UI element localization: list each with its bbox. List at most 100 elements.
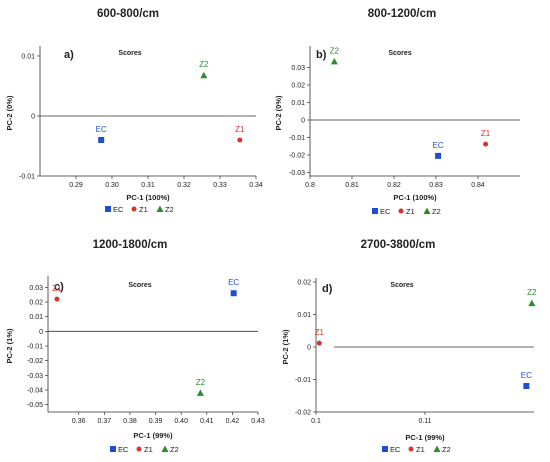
y-axis-label: PC-2 (0%) — [5, 95, 14, 131]
data-point-z1 — [316, 340, 322, 346]
legend-label-ec: EC — [390, 445, 401, 454]
x-tick-label: 0.11 — [418, 418, 431, 425]
x-tick-label: 0.38 — [123, 418, 137, 425]
data-point-z1 — [54, 296, 60, 302]
y-tick-label: -0.01 — [295, 377, 311, 384]
plot-title: Scores — [390, 282, 413, 289]
scatter-panel-a: 600-800/cm a) Scores 0.01 0 -0.01 0.29 0.30 0.31… — [5, 8, 263, 214]
x-tick-label: 0.36 — [72, 418, 86, 425]
y-axis-label: PC-2 (1%) — [5, 328, 14, 364]
x-tick-label: 0.84 — [471, 182, 485, 189]
x-tick-label: 0.32 — [177, 182, 191, 189]
x-tick-label: 0.40 — [174, 418, 188, 425]
panel-letter: d) — [322, 283, 333, 295]
data-point-ec — [98, 137, 105, 143]
x-tick-label: 0.41 — [200, 418, 214, 425]
legend-label-z1: Z1 — [139, 205, 148, 214]
scatter-panel-d: 2700-3800/cmd) Scores0.020.010-0.01-0.020… — [281, 239, 537, 454]
y-tick-label: 0.03 — [291, 65, 305, 72]
data-point-z1 — [483, 141, 489, 147]
x-tick-label: 0.30 — [105, 182, 119, 189]
x-tick-label: 0.34 — [249, 182, 263, 189]
y-tick-label: -0.02 — [27, 358, 43, 365]
legend-marker-ec — [372, 208, 378, 214]
y-tick-label: -0.03 — [289, 170, 305, 177]
y-tick-label: -0.01 — [289, 135, 305, 142]
x-axis-label: PC-1 (100%) — [126, 193, 170, 202]
legend: EC Z1 Z2 — [382, 445, 451, 454]
legend-label-z2: Z2 — [170, 445, 179, 454]
legend-label-z2: Z2 — [165, 205, 174, 214]
point-label-ec: EC — [96, 125, 107, 134]
y-tick-label: -0.02 — [289, 153, 305, 160]
point-label-z1: Z1 — [52, 284, 62, 293]
y-tick-label: 0 — [39, 329, 43, 336]
point-label-z1: Z1 — [235, 125, 245, 134]
x-tick-label: 0.33 — [213, 182, 227, 189]
x-tick-label: 0.83 — [429, 182, 443, 189]
legend-marker-z1 — [131, 206, 137, 212]
data-point-z2 — [528, 299, 536, 307]
scatter-panel-b: 800-1200/cm b) Scores 0.03 0.02 0.01 0 -0.01 -0.… — [274, 8, 520, 216]
y-tick-label: 0.02 — [297, 280, 311, 287]
x-tick-label: 0.82 — [387, 182, 401, 189]
point-label-z2: Z2 — [527, 288, 537, 297]
y-tick-label: 0.01 — [21, 54, 35, 61]
y-tick-label: -0.01 — [27, 344, 43, 351]
legend-marker-z2 — [156, 205, 164, 212]
y-tick-label: -0.01 — [19, 174, 35, 181]
legend-label-z2: Z2 — [442, 445, 451, 454]
legend-marker-z2 — [423, 207, 431, 214]
scatter-panel-c: 1200-1800/cm c) Scores 0.03 0.02 0.01 0 -0.01 -0… — [5, 239, 265, 454]
x-tick-label: 0.39 — [149, 418, 163, 425]
legend-marker-ec — [382, 446, 388, 452]
y-tick-label: -0.04 — [27, 388, 43, 395]
legend-marker-z1 — [398, 208, 404, 214]
legend-label-z1: Z1 — [416, 445, 425, 454]
legend-marker-ec — [110, 446, 116, 452]
panel-heading: 800-1200/cm — [368, 8, 436, 20]
x-axis-label: PC-1 (99%) — [133, 431, 173, 440]
data-point-z2 — [196, 389, 204, 396]
legend-label-ec: EC — [118, 445, 129, 454]
y-tick-label: 0 — [301, 118, 305, 125]
plot-title: Scores — [388, 50, 411, 57]
x-tick-label: 0.8 — [305, 182, 315, 189]
point-label-z1: Z1 — [481, 129, 491, 138]
legend-marker-z1 — [136, 446, 142, 452]
x-tick-label: 0.31 — [141, 182, 155, 189]
point-label-z1: Z1 — [315, 328, 325, 337]
data-point-ec — [523, 383, 530, 389]
point-label-z2: Z2 — [199, 60, 209, 69]
point-label-z2: Z2 — [196, 378, 206, 387]
x-axis-label: PC-1 (99%) — [405, 433, 445, 442]
data-point-z2 — [330, 57, 338, 65]
point-label-ec: EC — [228, 278, 239, 287]
legend: EC Z1 Z2 — [105, 205, 174, 214]
legend-label-z2: Z2 — [432, 207, 441, 216]
point-label-z2: Z2 — [330, 46, 340, 55]
y-axis-label: PC-2 (0%) — [274, 95, 283, 131]
point-label-ec: EC — [521, 371, 532, 380]
legend-label-ec: EC — [380, 207, 391, 216]
plot-title: Scores — [128, 282, 151, 289]
data-point-ec — [230, 290, 237, 297]
y-tick-label: 0.03 — [29, 285, 43, 292]
panel-heading: 2700-3800/cm — [361, 239, 436, 251]
plot-title: Scores — [118, 50, 141, 57]
panel-heading: 600-800/cm — [97, 8, 159, 20]
data-point-ec — [435, 152, 442, 159]
y-tick-label: 0.02 — [29, 300, 43, 307]
legend-label-z1: Z1 — [406, 207, 415, 216]
panel-letter: c) — [54, 281, 64, 293]
data-point-z2 — [200, 71, 208, 79]
x-tick-label: 0.43 — [251, 418, 265, 425]
panel-letter: b) — [316, 49, 327, 61]
x-tick-label: 0.1 — [311, 418, 321, 425]
panel-letter: a) — [64, 49, 74, 61]
data-point-z1 — [237, 137, 243, 143]
y-tick-label: 0 — [307, 345, 311, 352]
legend-marker-z2 — [161, 445, 169, 452]
y-axis-label: PC-2 (1%) — [281, 329, 290, 365]
